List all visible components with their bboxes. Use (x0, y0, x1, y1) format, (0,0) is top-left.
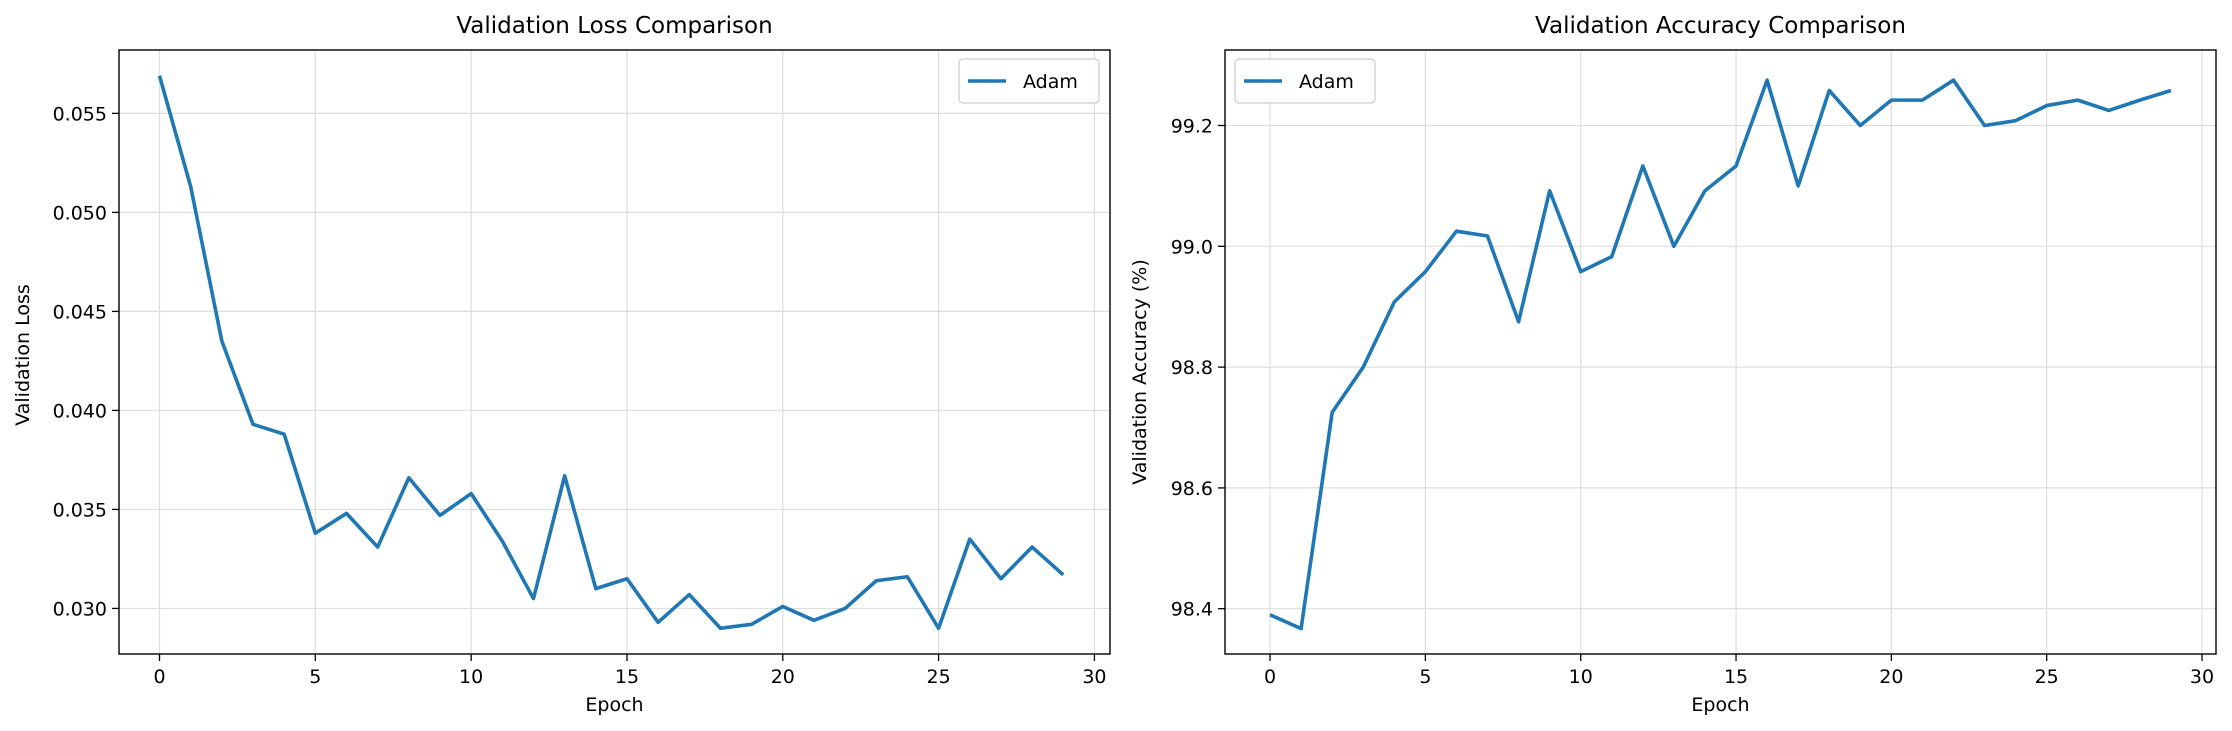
legend-label: Adam (1299, 71, 1354, 93)
x-tick-label: 25 (927, 666, 951, 688)
x-tick-label: 15 (615, 666, 639, 688)
legend: Adam (958, 58, 1100, 104)
legend: Adam (1234, 58, 1376, 104)
x-tick-label: 20 (1879, 666, 1903, 688)
x-tick-label: 0 (153, 666, 165, 688)
loss-chart: Validation Loss Comparison Epoch Validat… (12, 13, 1111, 716)
y-axis-label: Validation Loss (12, 284, 34, 426)
plot-frame (118, 49, 1111, 655)
x-tick-label: 10 (459, 666, 483, 688)
y-tick-label: 0.035 (53, 499, 107, 521)
x-tick-label: 30 (2190, 666, 2214, 688)
x-tick-label: 15 (1724, 666, 1748, 688)
series-line (1269, 78, 2172, 631)
y-tick-label: 0.045 (53, 301, 107, 323)
x-tick-label: 5 (309, 666, 321, 688)
x-axis-label: Epoch (1691, 694, 1749, 716)
x-axis-label: Epoch (585, 694, 643, 716)
legend-label: Adam (1023, 71, 1078, 93)
x-tick-label: 20 (771, 666, 795, 688)
x-tick-label: 5 (1419, 666, 1431, 688)
y-tick-label: 0.050 (53, 202, 107, 224)
plot-frame (1224, 49, 2217, 655)
legend-box (1234, 58, 1376, 104)
x-tick-label: 10 (1569, 666, 1593, 688)
accuracy-chart: Validation Accuracy Comparison Epoch Val… (1129, 13, 2217, 716)
y-tick-label: 99.0 (1171, 236, 1213, 258)
y-tick-label: 0.055 (53, 103, 107, 125)
chart-title: Validation Loss Comparison (456, 13, 772, 39)
legend-box (958, 58, 1100, 104)
y-tick-label: 98.8 (1171, 357, 1213, 379)
y-tick-label: 0.040 (53, 400, 107, 422)
y-axis-label: Validation Accuracy (%) (1129, 259, 1151, 485)
x-tick-label: 0 (1264, 666, 1276, 688)
y-tick-label: 98.4 (1171, 599, 1213, 621)
chart-title: Validation Accuracy Comparison (1535, 13, 1906, 39)
x-tick-label: 25 (2035, 666, 2059, 688)
y-tick-label: 0.030 (53, 598, 107, 620)
y-tick-label: 98.6 (1171, 478, 1213, 500)
x-tick-label: 30 (1082, 666, 1106, 688)
series-line (157, 75, 1065, 631)
y-tick-label: 99.2 (1171, 116, 1213, 138)
